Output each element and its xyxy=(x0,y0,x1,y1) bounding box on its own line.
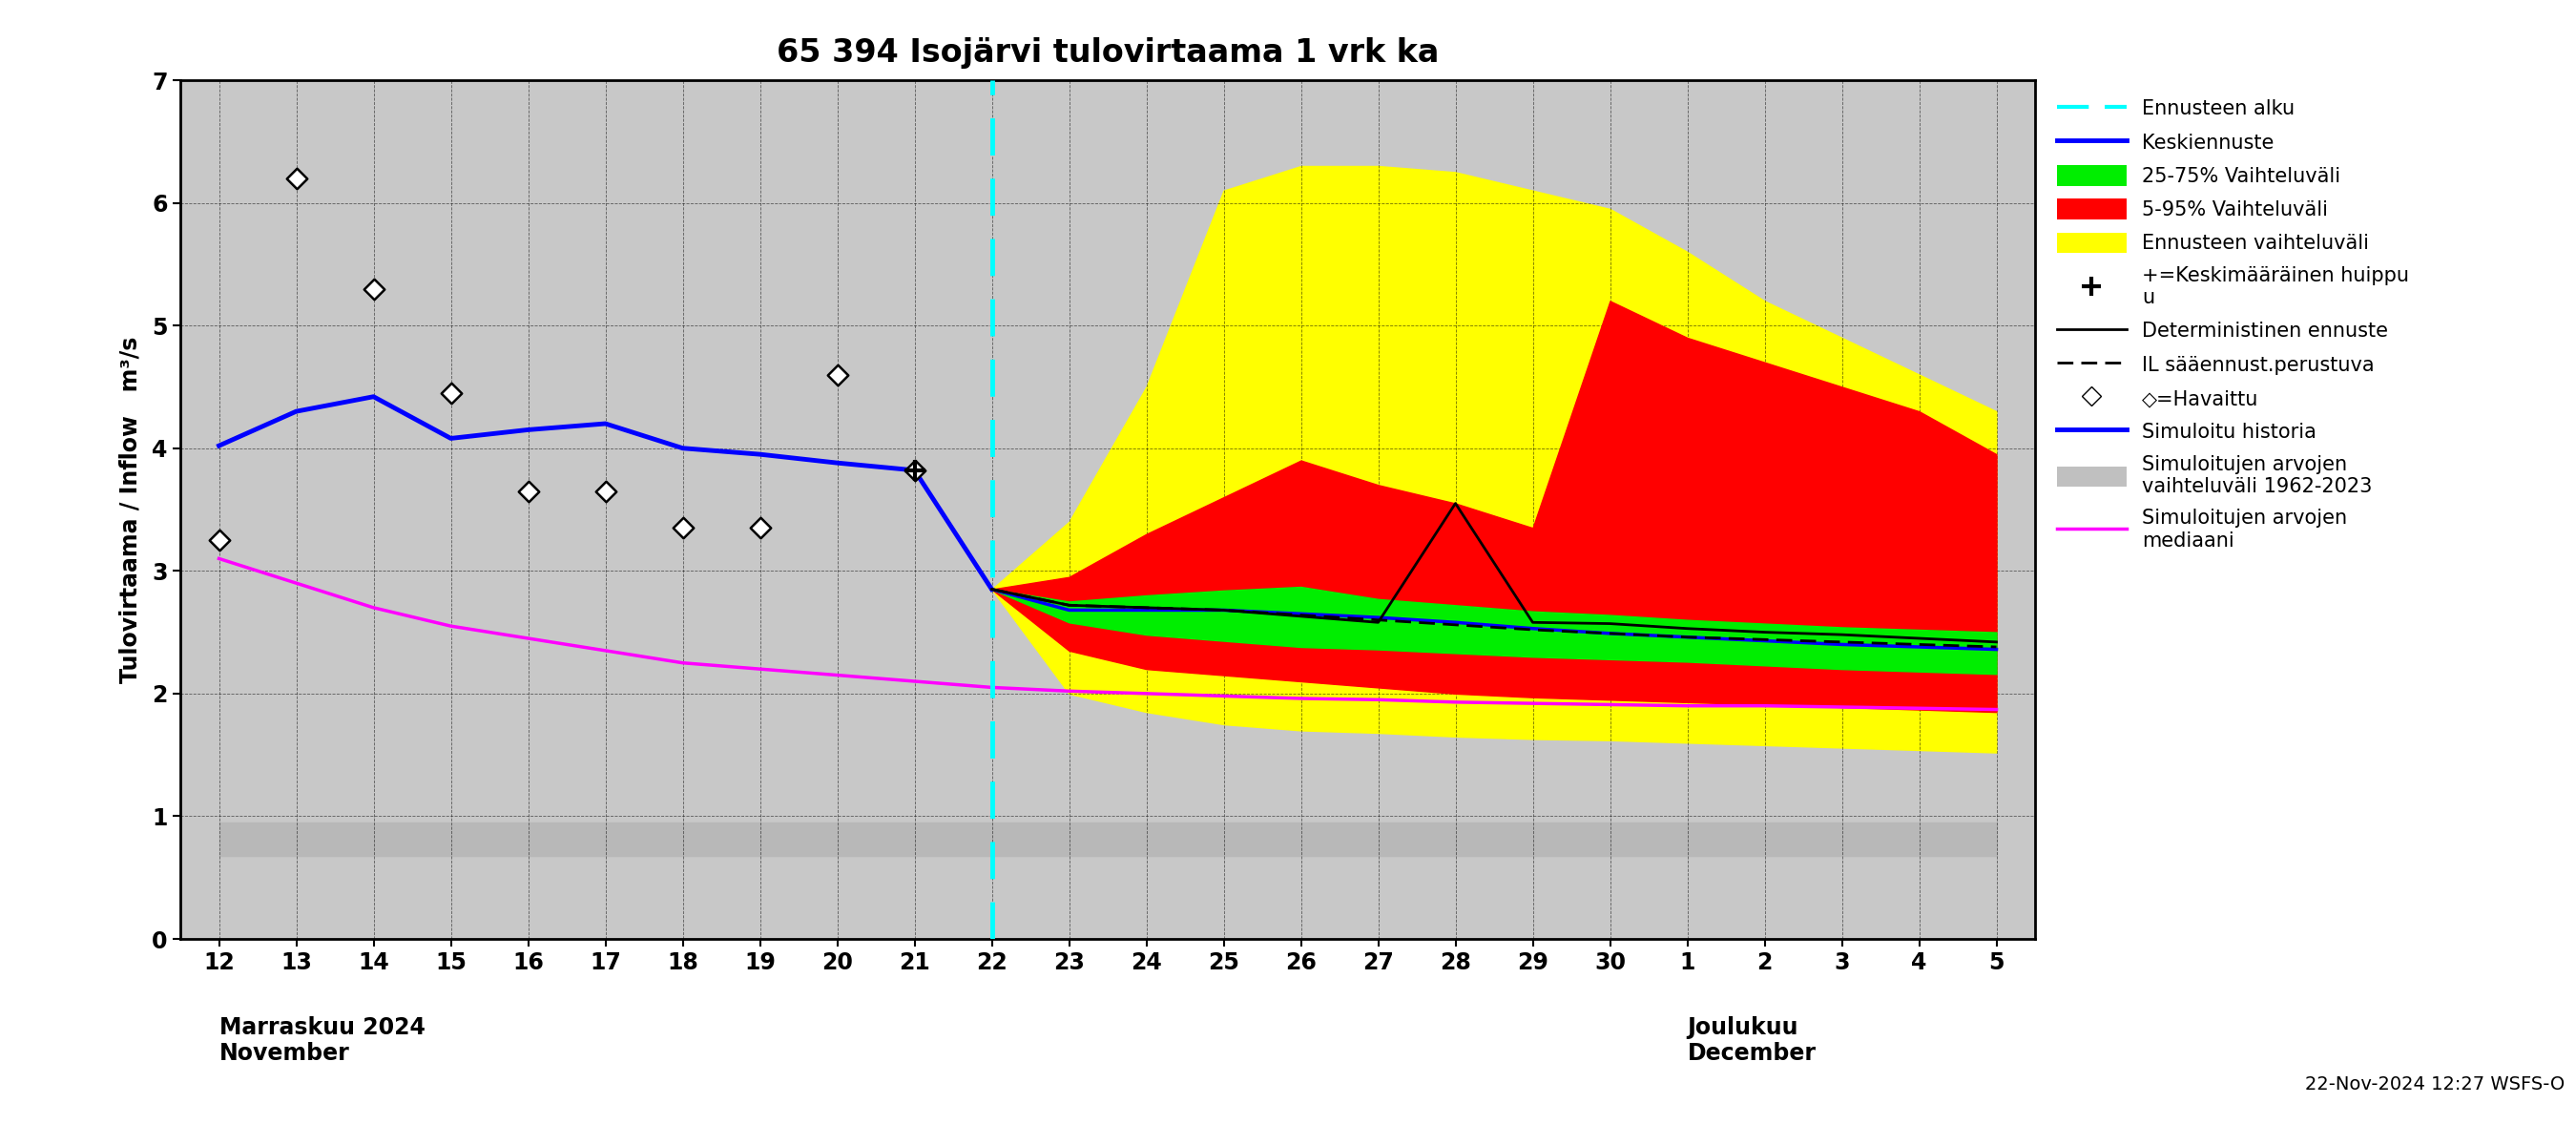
Text: 22-Nov-2024 12:27 WSFS-O: 22-Nov-2024 12:27 WSFS-O xyxy=(2306,1075,2566,1093)
Point xyxy=(739,519,781,537)
Point xyxy=(276,169,317,188)
Point xyxy=(198,531,240,550)
Text: Marraskuu 2024
November: Marraskuu 2024 November xyxy=(219,1016,425,1065)
Point xyxy=(507,482,549,500)
Title: 65 394 Isojärvi tulovirtaama 1 vrk ka: 65 394 Isojärvi tulovirtaama 1 vrk ka xyxy=(775,37,1440,69)
Y-axis label: Tulovirtaama / Inflow   m³/s: Tulovirtaama / Inflow m³/s xyxy=(118,337,142,682)
Text: Joulukuu
December: Joulukuu December xyxy=(1687,1016,1816,1065)
Legend: Ennusteen alku, Keskiennuste, 25-75% Vaihteluväli, 5-95% Vaihteluväli, Ennusteen: Ennusteen alku, Keskiennuste, 25-75% Vai… xyxy=(2048,90,2416,559)
Point xyxy=(894,461,935,480)
Point xyxy=(353,279,394,298)
Point xyxy=(662,519,703,537)
Point xyxy=(585,482,626,500)
Point xyxy=(817,365,858,384)
Point xyxy=(430,384,471,402)
